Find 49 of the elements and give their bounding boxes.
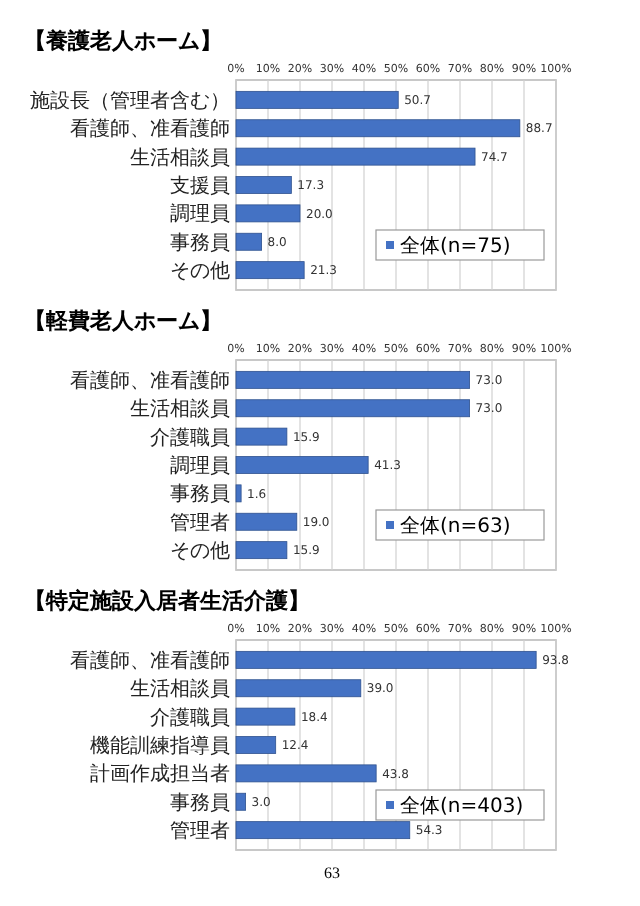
y-tick-label: 調理員 — [170, 202, 230, 227]
bar — [235, 204, 301, 223]
y-tick-label: 事務員 — [170, 482, 230, 507]
legend-label: 全体(n=75) — [400, 234, 511, 258]
legend-label: 全体(n=63) — [400, 514, 511, 538]
y-tick-label: 看護師、准看護師 — [70, 117, 230, 142]
bar — [235, 541, 288, 560]
y-tick-label: 介護職員 — [150, 425, 230, 450]
chart-title: 【軽費老人ホーム】 — [24, 308, 222, 334]
bar — [235, 147, 476, 166]
y-tick-label: 生活相談員 — [130, 397, 230, 422]
y-tick-label: 計画作成担当者 — [90, 762, 230, 787]
bar — [235, 370, 470, 389]
y-tick-label: 機能訓練指導員 — [90, 734, 230, 758]
bar — [235, 261, 305, 280]
y-tick-label: その他 — [170, 259, 230, 284]
bar — [235, 650, 537, 669]
bar — [235, 456, 369, 474]
bar — [235, 90, 399, 109]
y-tick-label: 看護師、准看護師 — [70, 648, 230, 673]
bar — [235, 792, 246, 811]
bar — [235, 484, 242, 503]
legend-label: 全体(n=403) — [400, 794, 524, 818]
bar — [235, 821, 411, 840]
y-tick-label: 事務員 — [170, 230, 230, 255]
bar — [235, 176, 292, 194]
y-tick-label: 管理者 — [170, 510, 230, 535]
y-tick-label: 支援員 — [170, 174, 230, 198]
y-tick-label: 介護職員 — [150, 705, 230, 730]
chart-title: 【養護老人ホーム】 — [24, 28, 222, 54]
bar — [235, 512, 298, 531]
bar — [235, 232, 262, 251]
bar — [235, 707, 296, 726]
y-tick-label: 生活相談員 — [130, 677, 230, 702]
bar — [235, 119, 521, 138]
y-tick-label: 事務員 — [170, 790, 230, 815]
text: 63 — [324, 864, 340, 882]
y-tick-label: 生活相談員 — [130, 145, 230, 170]
bar — [235, 679, 362, 698]
y-tick-label: 調理員 — [170, 454, 230, 478]
y-tick-label: その他 — [170, 539, 230, 564]
bar — [235, 399, 470, 418]
y-tick-label: 看護師、准看護師 — [70, 368, 230, 393]
bar — [235, 764, 377, 783]
chart-title: 【特定施設入居者生活介護】 — [24, 588, 310, 614]
y-tick-label: 管理者 — [170, 819, 230, 844]
bar — [235, 736, 277, 754]
bar — [235, 427, 288, 446]
y-tick-label: 施設長（管理者含む） — [30, 88, 230, 113]
